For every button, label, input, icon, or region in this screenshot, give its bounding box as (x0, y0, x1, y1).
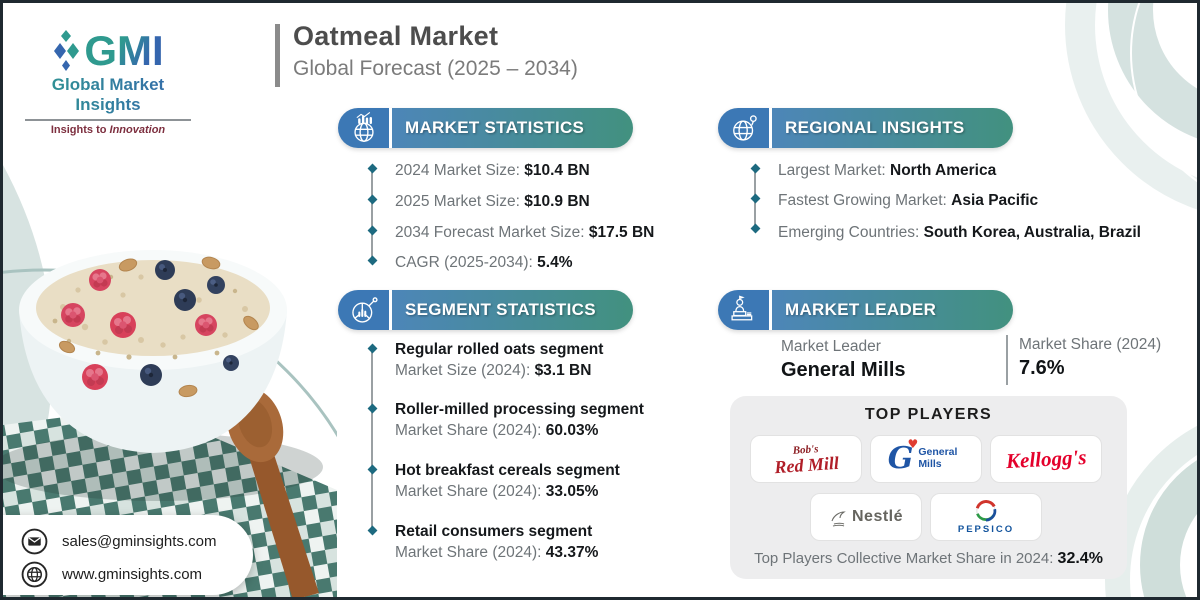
collective-market-share: Top Players Collective Market Share in 2… (754, 550, 1103, 567)
pie-chart-arrow-icon (338, 290, 392, 330)
section-title-segment-statistics: SEGMENT STATISTICS (392, 290, 633, 330)
segment-stat: Market Size (2024): $3.1 BN (395, 362, 592, 379)
oatmeal-bowl-photo (3, 165, 337, 597)
segment-stat: Market Share (2024): 60.03% (395, 422, 599, 439)
player-logo-bobs-red-mill: Bob's Red Mill (750, 435, 862, 483)
segment-name: Regular rolled oats segment (395, 341, 604, 358)
contact-card: sales@gminsights.com www.gminsights.com (3, 515, 253, 595)
player-logo-kelloggs: Kellogg's (990, 435, 1102, 483)
market-share-label: Market Share (2024) (1019, 336, 1162, 353)
regional-item: Emerging Countries: South Korea, Austral… (778, 224, 1141, 241)
section-title-market-statistics: MARKET STATISTICS (392, 108, 633, 148)
player-logo-general-mills: G ♥ General Mills (870, 435, 982, 483)
stat-item: CAGR (2025-2034): 5.4% (395, 254, 573, 271)
market-leader-label: Market Leader (781, 338, 881, 355)
email-link[interactable]: sales@gminsights.com (21, 528, 216, 554)
market-statistics-list: 2024 Market Size: $10.4 BN 2025 Market S… (365, 160, 665, 280)
section-title-market-leader: MARKET LEADER (772, 290, 1013, 330)
leader-podium-icon (718, 290, 772, 330)
logo-divider (25, 119, 191, 121)
stat-item: 2025 Market Size: $10.9 BN (395, 193, 590, 210)
section-header-market-leader: MARKET LEADER (718, 290, 1013, 330)
top-players-title: TOP PLAYERS (864, 406, 993, 423)
market-leader-name: General Mills (781, 359, 906, 381)
raspberries (61, 269, 217, 390)
page-subtitle: Global Forecast (2025 – 2034) (293, 57, 578, 80)
segment-name: Hot breakfast cereals segment (395, 462, 620, 479)
player-logo-pepsico: PEPSICO (930, 493, 1042, 541)
section-header-segment-statistics: SEGMENT STATISTICS (338, 290, 633, 330)
regional-item: Largest Market: North America (778, 162, 997, 179)
segment-stat: Market Share (2024): 43.37% (395, 544, 599, 561)
stat-item: 2024 Market Size: $10.4 BN (395, 162, 590, 179)
pepsico-globe-icon (975, 499, 997, 522)
corner-ring-top-right-inner (1108, 3, 1197, 147)
blueberries (140, 260, 239, 386)
section-header-market-statistics: MARKET STATISTICS (338, 108, 633, 148)
gmi-diamonds-icon (54, 30, 80, 71)
globe-icon (21, 561, 48, 587)
globe-pin-icon (718, 108, 772, 148)
stat-item: 2034 Forecast Market Size: $17.5 BN (395, 224, 655, 241)
envelope-icon (21, 528, 48, 554)
regional-item: Fastest Growing Market: Asia Pacific (778, 192, 1039, 209)
website-link[interactable]: www.gminsights.com (21, 561, 202, 587)
section-title-regional-insights: REGIONAL INSIGHTS (772, 108, 1013, 148)
nest-icon (831, 511, 846, 527)
regional-insights-list: Largest Market: North America Fastest Gr… (748, 160, 1148, 280)
globe-bar-chart-icon (338, 108, 392, 148)
corner-ring-bottom-right-inner (1140, 440, 1197, 597)
segment-statistics-list: Regular rolled oats segment Market Size … (365, 340, 675, 570)
market-share-value: 7.6% (1019, 357, 1065, 379)
brand-tagline: Insights to Innovation (50, 124, 166, 136)
section-header-regional-insights: REGIONAL INSIGHTS (718, 108, 1013, 148)
player-logo-nestle: Nestlé (810, 493, 922, 541)
wooden-spoon (226, 387, 319, 597)
top-players-box: TOP PLAYERS Bob's Red Mill G ♥ General Mi… (730, 396, 1127, 579)
segment-name: Roller-milled processing segment (395, 401, 644, 418)
segment-name: Retail consumers segment (395, 523, 593, 540)
brand-name: Global Market Insights (17, 75, 199, 115)
segment-stat: Market Share (2024): 33.05% (395, 483, 599, 500)
page-title: Oatmeal Market (293, 21, 499, 51)
market-leader-divider (1006, 335, 1008, 385)
gmi-logo: GMI Global Market Insights Insights to I… (17, 29, 199, 136)
gmi-monogram: GMI (84, 27, 164, 74)
title-divider (275, 24, 280, 87)
heart-icon: ♥ (907, 437, 919, 451)
